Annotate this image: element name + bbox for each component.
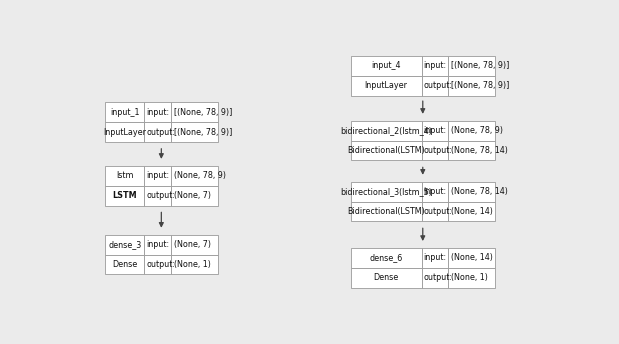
Text: output:: output: [146, 191, 175, 200]
Text: bidirectional_2(lstm_4): bidirectional_2(lstm_4) [340, 126, 432, 135]
FancyBboxPatch shape [422, 268, 448, 288]
FancyBboxPatch shape [144, 102, 171, 122]
Text: LSTM: LSTM [112, 191, 137, 200]
Text: Bidirectional(LSTM): Bidirectional(LSTM) [347, 146, 425, 155]
FancyBboxPatch shape [105, 102, 144, 122]
FancyBboxPatch shape [171, 255, 218, 275]
Text: (None, 1): (None, 1) [173, 260, 210, 269]
FancyBboxPatch shape [144, 122, 171, 142]
FancyBboxPatch shape [448, 248, 495, 268]
FancyBboxPatch shape [144, 235, 171, 255]
Text: input:: input: [423, 126, 447, 135]
FancyBboxPatch shape [350, 268, 422, 288]
Text: output:: output: [146, 260, 175, 269]
Text: Dense: Dense [373, 273, 399, 282]
FancyBboxPatch shape [448, 76, 495, 96]
Text: Dense: Dense [112, 260, 137, 269]
FancyBboxPatch shape [144, 166, 171, 186]
Text: output:: output: [423, 81, 452, 90]
Text: Bidirectional(LSTM): Bidirectional(LSTM) [347, 207, 425, 216]
Text: (None, 78, 14): (None, 78, 14) [451, 146, 508, 155]
FancyBboxPatch shape [448, 56, 495, 76]
FancyBboxPatch shape [105, 186, 144, 205]
Text: (None, 78, 9): (None, 78, 9) [173, 171, 225, 180]
FancyBboxPatch shape [350, 202, 422, 222]
FancyBboxPatch shape [350, 248, 422, 268]
Text: output:: output: [423, 146, 452, 155]
FancyBboxPatch shape [171, 186, 218, 205]
Text: input:: input: [146, 108, 170, 117]
FancyBboxPatch shape [422, 76, 448, 96]
Text: input:: input: [423, 61, 447, 70]
FancyBboxPatch shape [448, 202, 495, 222]
FancyBboxPatch shape [105, 166, 144, 186]
FancyBboxPatch shape [448, 141, 495, 160]
Text: (None, 7): (None, 7) [173, 191, 210, 200]
FancyBboxPatch shape [350, 182, 422, 202]
Text: [(None, 78, 9)]: [(None, 78, 9)] [451, 61, 509, 70]
FancyBboxPatch shape [350, 121, 422, 141]
Text: input_1: input_1 [110, 108, 139, 117]
FancyBboxPatch shape [171, 235, 218, 255]
FancyBboxPatch shape [105, 235, 144, 255]
Text: dense_6: dense_6 [370, 253, 403, 262]
Text: [(None, 78, 9)]: [(None, 78, 9)] [173, 128, 232, 137]
FancyBboxPatch shape [350, 76, 422, 96]
Text: dense_3: dense_3 [108, 240, 141, 249]
Text: (None, 1): (None, 1) [451, 273, 488, 282]
Text: bidirectional_3(lstm_5): bidirectional_3(lstm_5) [340, 187, 432, 196]
Text: output:: output: [423, 273, 452, 282]
Text: (None, 14): (None, 14) [451, 253, 493, 262]
FancyBboxPatch shape [422, 248, 448, 268]
FancyBboxPatch shape [422, 182, 448, 202]
FancyBboxPatch shape [448, 121, 495, 141]
FancyBboxPatch shape [422, 202, 448, 222]
Text: lstm: lstm [116, 171, 133, 180]
FancyBboxPatch shape [422, 141, 448, 160]
Text: InputLayer: InputLayer [103, 128, 146, 137]
Text: input:: input: [146, 240, 170, 249]
FancyBboxPatch shape [350, 141, 422, 160]
Text: (None, 14): (None, 14) [451, 207, 493, 216]
Text: [(None, 78, 9)]: [(None, 78, 9)] [173, 108, 232, 117]
FancyBboxPatch shape [448, 268, 495, 288]
FancyBboxPatch shape [171, 122, 218, 142]
Text: output:: output: [146, 128, 175, 137]
Text: input:: input: [146, 171, 170, 180]
Text: input:: input: [423, 187, 447, 196]
FancyBboxPatch shape [171, 102, 218, 122]
FancyBboxPatch shape [350, 56, 422, 76]
Text: InputLayer: InputLayer [365, 81, 407, 90]
Text: (None, 78, 14): (None, 78, 14) [451, 187, 508, 196]
FancyBboxPatch shape [422, 121, 448, 141]
FancyBboxPatch shape [448, 182, 495, 202]
Text: (None, 78, 9): (None, 78, 9) [451, 126, 503, 135]
FancyBboxPatch shape [171, 166, 218, 186]
Text: [(None, 78, 9)]: [(None, 78, 9)] [451, 81, 509, 90]
FancyBboxPatch shape [144, 186, 171, 205]
Text: output:: output: [423, 207, 452, 216]
FancyBboxPatch shape [105, 255, 144, 275]
FancyBboxPatch shape [422, 56, 448, 76]
Text: input_4: input_4 [371, 61, 401, 70]
FancyBboxPatch shape [144, 255, 171, 275]
FancyBboxPatch shape [105, 122, 144, 142]
Text: (None, 7): (None, 7) [173, 240, 210, 249]
Text: input:: input: [423, 253, 447, 262]
